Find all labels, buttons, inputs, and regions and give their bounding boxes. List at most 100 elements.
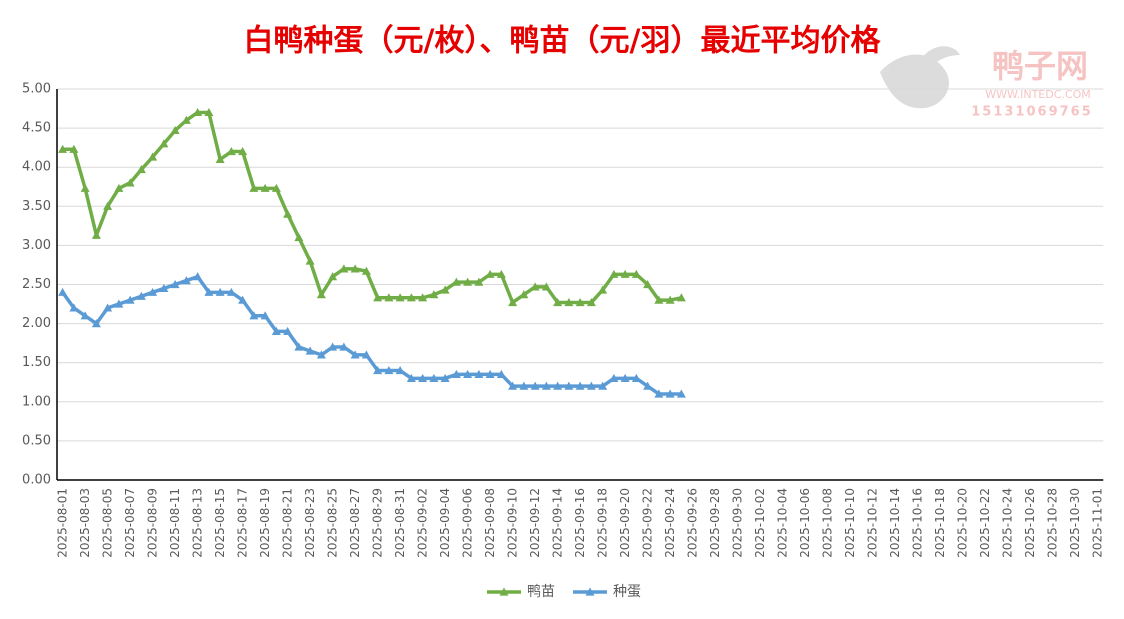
point-marker bbox=[553, 381, 563, 390]
point-marker bbox=[406, 373, 416, 382]
point-marker bbox=[665, 389, 675, 398]
point-marker bbox=[598, 381, 608, 390]
y-tick-label: 0.00 bbox=[22, 473, 51, 488]
x-tick-label: 2025-10-26 bbox=[1023, 488, 1037, 558]
point-marker bbox=[384, 293, 394, 302]
x-tick-label: 2025-09-22 bbox=[641, 488, 655, 558]
x-tick-label: 2025-08-03 bbox=[78, 488, 92, 558]
point-marker bbox=[418, 373, 428, 382]
point-marker bbox=[598, 285, 608, 294]
y-tick-label: 0.50 bbox=[22, 433, 51, 448]
watermark: 鸭子网 WWW.INTEDC.COM 15131069765 bbox=[880, 46, 1091, 120]
y-tick-label: 2.50 bbox=[22, 277, 51, 292]
point-marker bbox=[519, 290, 529, 299]
point-marker bbox=[125, 295, 135, 304]
point-marker bbox=[451, 277, 461, 286]
point-marker bbox=[406, 293, 416, 302]
point-marker bbox=[148, 287, 158, 296]
point-marker bbox=[575, 381, 585, 390]
point-marker bbox=[136, 165, 146, 174]
point-marker bbox=[564, 297, 574, 307]
chart-title: 白鸭种蛋（元/枚）、鸭苗（元/羽）最近平均价格 bbox=[244, 24, 882, 59]
x-tick-label: 2025-09-26 bbox=[686, 488, 700, 558]
point-marker bbox=[305, 346, 315, 355]
x-tick-label: 2025-09-16 bbox=[573, 488, 587, 558]
x-tick-label: 2025-09-04 bbox=[438, 488, 452, 558]
point-marker bbox=[271, 326, 281, 336]
point-marker bbox=[440, 285, 450, 294]
x-tick-label: 2025-08-21 bbox=[281, 488, 295, 558]
point-marker bbox=[91, 230, 101, 239]
point-marker bbox=[238, 147, 248, 156]
x-tick-label: 2025-09-30 bbox=[731, 488, 745, 558]
point-marker bbox=[69, 144, 79, 153]
point-marker bbox=[665, 295, 675, 304]
point-marker bbox=[136, 291, 146, 300]
point-marker bbox=[530, 381, 540, 390]
point-marker bbox=[294, 233, 304, 242]
x-tick-label: 2025-08-25 bbox=[326, 488, 340, 558]
point-marker bbox=[496, 369, 506, 379]
point-marker bbox=[654, 389, 664, 398]
point-marker bbox=[530, 282, 540, 291]
y-tick-label: 2.00 bbox=[22, 316, 51, 331]
point-marker bbox=[328, 342, 338, 351]
x-tick-label: 2025-10-16 bbox=[911, 488, 925, 558]
point-marker bbox=[429, 290, 439, 299]
point-marker bbox=[260, 183, 270, 192]
x-tick-label: 2025-08-09 bbox=[146, 488, 160, 558]
watermark-logo bbox=[880, 46, 960, 109]
point-marker bbox=[373, 366, 383, 375]
point-marker bbox=[271, 183, 281, 192]
point-marker bbox=[440, 373, 450, 382]
point-marker bbox=[328, 272, 338, 281]
point-marker bbox=[148, 152, 158, 161]
x-tick-label: 2025-10-10 bbox=[843, 488, 857, 558]
point-marker bbox=[508, 297, 518, 307]
point-marker bbox=[249, 183, 259, 192]
x-tick-label: 2025-11-01 bbox=[1091, 488, 1105, 558]
point-marker bbox=[204, 107, 214, 117]
x-tick-label: 2025-08-31 bbox=[393, 488, 407, 558]
point-marker bbox=[159, 283, 169, 293]
point-marker bbox=[485, 369, 495, 379]
x-tick-label: 2025-09-28 bbox=[708, 488, 722, 558]
point-marker bbox=[114, 183, 124, 192]
point-marker bbox=[361, 350, 371, 359]
x-tick-label: 2025-09-10 bbox=[506, 488, 520, 558]
x-tick-label: 2025-10-22 bbox=[978, 488, 992, 558]
point-marker bbox=[350, 264, 360, 273]
point-marker bbox=[676, 389, 686, 398]
y-tick-label: 3.50 bbox=[22, 199, 51, 214]
y-tick-label: 4.50 bbox=[22, 121, 51, 136]
point-marker bbox=[238, 295, 248, 304]
point-marker bbox=[159, 139, 169, 148]
x-tick-label: 2025-09-12 bbox=[528, 488, 542, 558]
point-marker bbox=[226, 147, 236, 156]
point-marker bbox=[418, 293, 428, 302]
point-marker bbox=[463, 369, 473, 379]
point-marker bbox=[463, 277, 473, 286]
x-tick-label: 2025-08-27 bbox=[348, 488, 362, 558]
point-marker bbox=[609, 269, 619, 278]
point-marker bbox=[103, 303, 113, 312]
point-marker bbox=[170, 125, 180, 135]
x-tick-label: 2025-08-01 bbox=[56, 488, 70, 558]
point-marker bbox=[643, 381, 653, 390]
point-marker bbox=[249, 311, 259, 320]
point-marker bbox=[58, 287, 68, 296]
point-marker bbox=[373, 293, 383, 302]
point-marker bbox=[631, 373, 641, 382]
y-tick-label: 1.50 bbox=[22, 355, 51, 370]
point-marker bbox=[395, 293, 405, 302]
point-marker bbox=[429, 373, 439, 382]
point-marker bbox=[316, 350, 326, 359]
watermark-site: WWW.INTEDC.COM bbox=[985, 88, 1090, 101]
point-marker bbox=[215, 154, 225, 163]
point-marker bbox=[541, 381, 551, 390]
point-marker bbox=[193, 107, 203, 117]
point-marker bbox=[451, 369, 461, 379]
x-tick-label: 2025-10-08 bbox=[821, 488, 835, 558]
x-tick-label: 2025-09-08 bbox=[483, 488, 497, 558]
x-tick-label: 2025-08-15 bbox=[213, 488, 227, 558]
